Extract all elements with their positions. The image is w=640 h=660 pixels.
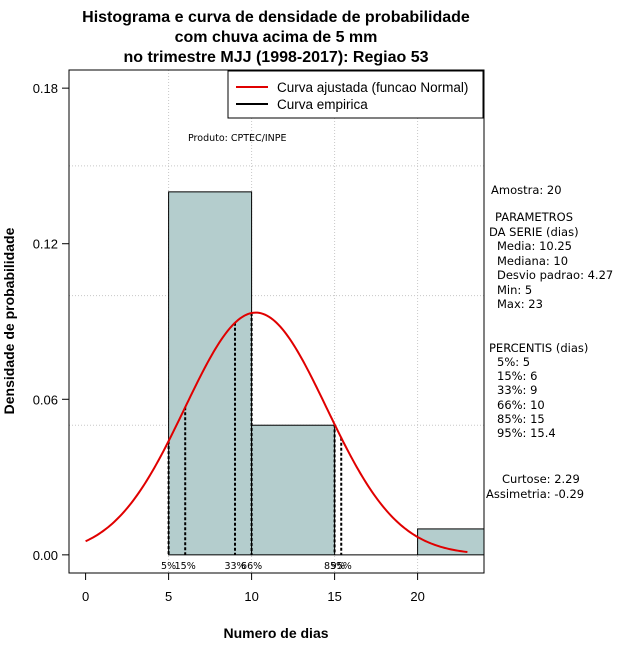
y-tick-label: 0.18 xyxy=(33,81,58,96)
legend: Curva ajustada (funcao Normal) Curva emp… xyxy=(227,70,484,119)
x-axis: 0 5 10 15 20 xyxy=(82,572,425,604)
x-tick-label: 15 xyxy=(327,589,341,604)
product-annotation: Produto: CPTEC/INPE xyxy=(188,133,287,144)
params-title-1: PARAMETROS xyxy=(495,210,573,224)
x-axis-label: Numero de dias xyxy=(223,625,328,641)
stat-median: Mediana: 10 xyxy=(497,254,568,268)
legend-box xyxy=(227,70,484,119)
stat-p33: 33%: 9 xyxy=(497,383,537,397)
x-tick-label: 5 xyxy=(165,589,172,604)
x-tick-label: 20 xyxy=(410,589,424,604)
normal-curve xyxy=(85,311,468,554)
chart-title-line-1: Histograma e curva de densidade de proba… xyxy=(82,9,470,26)
stat-p5: 5%: 5 xyxy=(497,355,530,369)
y-axis-label: Densidade de probabilidade xyxy=(1,227,17,414)
stat-sd: Desvio padrao: 4.27 xyxy=(497,268,613,282)
percentile-label: 66% xyxy=(241,561,262,572)
x-tick-label: 10 xyxy=(244,589,258,604)
x-tick-label: 0 xyxy=(82,589,89,604)
legend-label-empirical: Curva empirica xyxy=(277,97,368,112)
y-tick-label: 0.12 xyxy=(33,237,58,252)
histogram-bar xyxy=(168,191,253,556)
histogram-bar xyxy=(251,424,336,556)
percentiles-title: PERCENTIS (dias) xyxy=(489,341,588,355)
y-tick-label: 0.00 xyxy=(33,548,58,563)
percentile-layer: 5%15% 33%66% 85%95% xyxy=(161,313,352,572)
chart-title-line-2: com chuva acima de 5 mm xyxy=(175,29,378,46)
y-axis: 0.00 0.06 0.12 0.18 xyxy=(33,81,70,563)
chart-title-line-3: no trimestre MJJ (1998-2017): Regiao 53 xyxy=(123,49,428,66)
stat-p15: 15%: 6 xyxy=(497,369,537,383)
stat-p66: 66%: 10 xyxy=(497,398,545,412)
stat-min: Min: 5 xyxy=(497,283,532,297)
stat-p95: 95%: 15.4 xyxy=(497,426,556,440)
stats-panel: Amostra: 20 PARAMETROS DA SERIE (dias) M… xyxy=(486,183,613,501)
percentile-label: 15% xyxy=(175,561,196,572)
legend-label-normal: Curva ajustada (funcao Normal) xyxy=(277,80,468,95)
percentile-label: 5% xyxy=(161,561,176,572)
stat-max: Max: 23 xyxy=(497,297,543,311)
percentile-label: 95% xyxy=(331,561,352,572)
percentile-label: 33% xyxy=(224,561,245,572)
stat-mean: Media: 10.25 xyxy=(497,239,572,253)
stat-p85: 85%: 15 xyxy=(497,412,545,426)
sample-size: Amostra: 20 xyxy=(491,183,562,197)
curve-layer xyxy=(85,311,468,554)
y-tick-label: 0.06 xyxy=(33,392,58,407)
stat-kurtosis: Curtose: 2.29 xyxy=(502,472,580,486)
percentile-label: 85% xyxy=(324,561,345,572)
bars-layer xyxy=(168,191,485,556)
params-title-2: DA SERIE (dias) xyxy=(489,225,579,239)
stat-skewness: Assimetria: -0.29 xyxy=(486,487,584,501)
